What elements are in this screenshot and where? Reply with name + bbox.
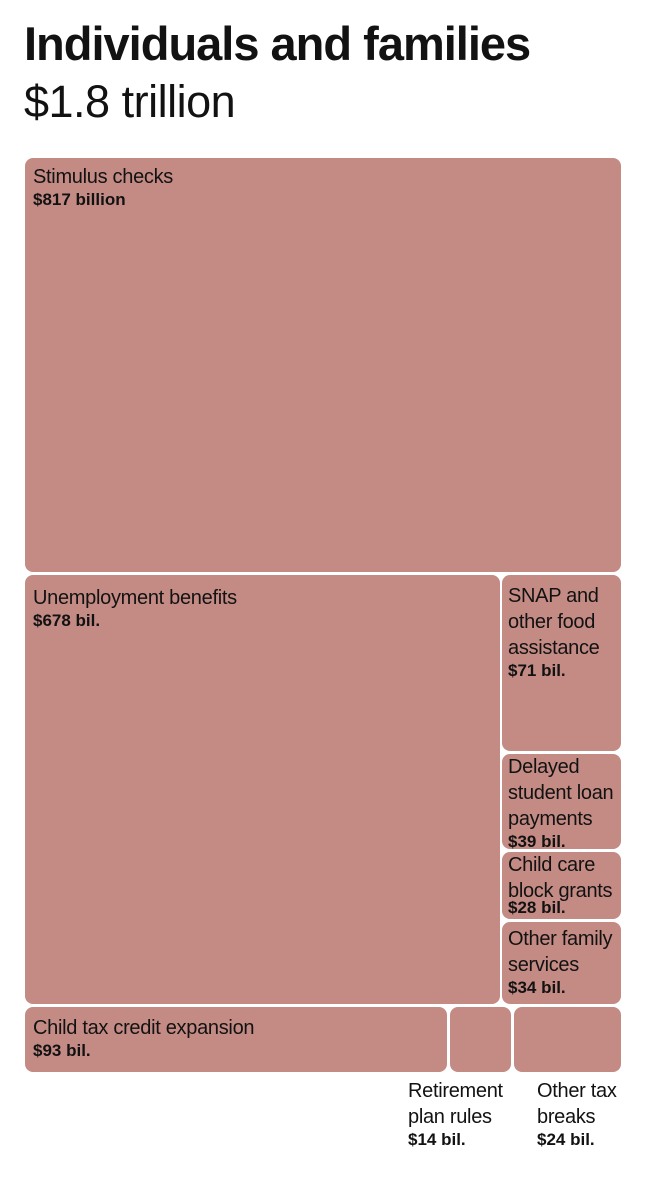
tile-student-loans: Delayed student loan payments $39 bil. — [502, 754, 621, 851]
label-retirement: Retirement plan rules $14 bil. — [408, 1078, 523, 1150]
tile-value: $14 bil. — [408, 1130, 466, 1149]
tile-value: $817 billion — [33, 190, 126, 209]
tile-label: Child tax credit expansion — [33, 1017, 255, 1039]
tile-value: $71 bil. — [508, 661, 566, 680]
tile-value: $28 bil. — [508, 898, 566, 917]
tile-unemployment-benefits: Unemployment benefits $678 bil. — [25, 575, 500, 1004]
tile-label: Child care block grants — [508, 854, 613, 902]
tile-snap: SNAP and other food assistance $71 bil. — [502, 575, 621, 751]
tile-value: $34 bil. — [508, 978, 566, 997]
tile-label: SNAP and other food assistance — [508, 585, 600, 659]
tile-label: Unemployment benefits — [33, 587, 237, 609]
tile-value: $678 bil. — [33, 611, 101, 630]
label-other-tax: Other tax breaks $24 bil. — [537, 1078, 637, 1150]
tile-child-tax-credit: Child tax credit expansion $93 bil. — [25, 1007, 447, 1072]
tile-value: $93 bil. — [33, 1041, 91, 1060]
tile-value: $24 bil. — [537, 1130, 595, 1149]
tile-label: Other family services — [508, 928, 613, 976]
tile-retirement — [450, 1007, 511, 1072]
tile-label: Retirement plan rules — [408, 1080, 503, 1128]
chart-total: $1.8 trillion — [24, 76, 236, 127]
tile-label: Other tax breaks — [537, 1080, 617, 1128]
tile-label: Stimulus checks — [33, 166, 173, 188]
tile-child-care: Child care block grants $28 bil. — [502, 852, 621, 919]
tile-other-tax — [514, 1007, 621, 1072]
tile-other-family: Other family services $34 bil. — [502, 922, 621, 1004]
tile-value: $39 bil. — [508, 832, 566, 851]
tile-stimulus-checks: Stimulus checks $817 billion — [25, 158, 621, 572]
chart-title: Individuals and families — [24, 17, 531, 70]
tile-label: Delayed student loan payments — [508, 756, 614, 830]
